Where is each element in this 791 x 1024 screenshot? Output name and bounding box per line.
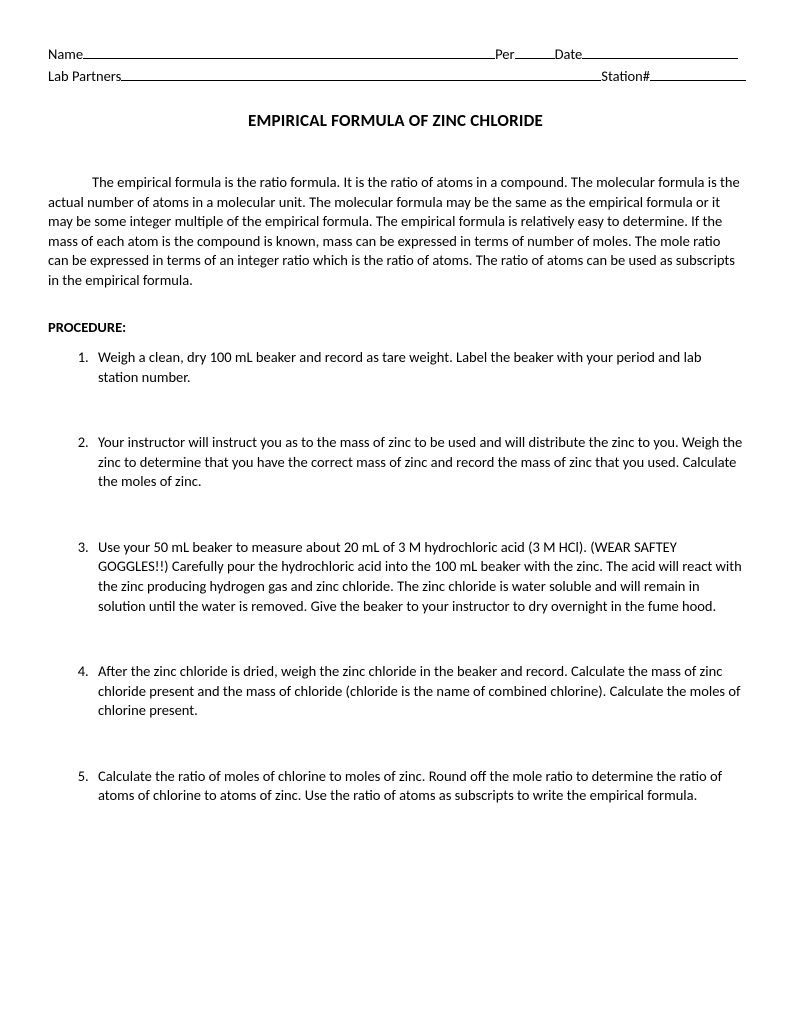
intro-paragraph: The empirical formula is the ratio formu… xyxy=(48,173,743,290)
procedure-step: Your instructor will instruct you as to … xyxy=(92,433,743,492)
station-blank[interactable] xyxy=(650,66,746,81)
procedure-step: After the zinc chloride is dried, weigh … xyxy=(92,662,743,721)
per-label: Per xyxy=(495,45,514,65)
procedure-step: Calculate the ratio of moles of chlorine… xyxy=(92,767,743,806)
lab-worksheet-page: Name Per Date Lab Partners Station# EMPI… xyxy=(0,0,791,1024)
header-line-2: Lab Partners Station# xyxy=(48,66,743,86)
per-blank[interactable] xyxy=(515,44,555,59)
date-blank[interactable] xyxy=(582,44,738,59)
station-label: Station# xyxy=(601,67,650,87)
procedure-step: Use your 50 mL beaker to measure about 2… xyxy=(92,538,743,616)
name-blank[interactable] xyxy=(83,44,495,59)
name-label: Name xyxy=(48,45,83,65)
procedure-list: Weigh a clean, dry 100 mL beaker and rec… xyxy=(48,348,743,806)
procedure-heading: PROCEDURE: xyxy=(48,318,743,338)
lab-partners-label: Lab Partners xyxy=(48,67,121,87)
date-label: Date xyxy=(555,45,583,65)
header-line-1: Name Per Date xyxy=(48,44,743,64)
document-title: EMPIRICAL FORMULA OF ZINC CHLORIDE xyxy=(48,110,743,133)
procedure-step: Weigh a clean, dry 100 mL beaker and rec… xyxy=(92,348,743,387)
lab-partners-blank[interactable] xyxy=(121,66,601,81)
